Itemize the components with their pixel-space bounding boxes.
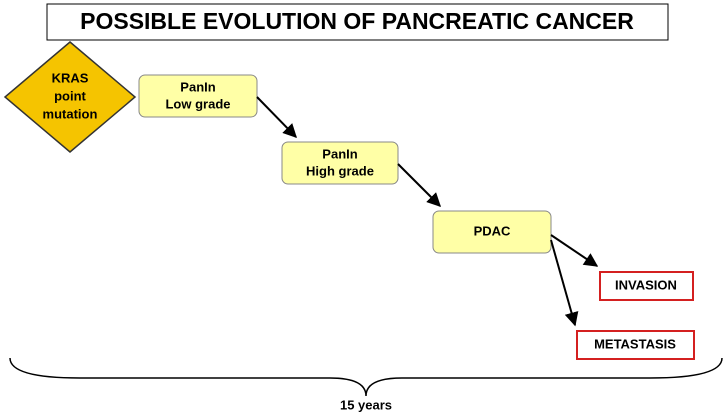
arrow xyxy=(397,163,441,207)
pdac-box xyxy=(432,210,552,254)
node-text: INVASION xyxy=(615,277,677,292)
node-text: PanIn xyxy=(180,79,215,94)
panin-low-box xyxy=(138,74,258,118)
node-text: PanIn xyxy=(322,146,357,161)
node-text: METASTASIS xyxy=(594,336,676,351)
arrow xyxy=(550,234,599,267)
panin-high-box xyxy=(281,141,399,185)
arrow xyxy=(256,96,297,139)
title-box xyxy=(46,3,669,41)
node-text: High grade xyxy=(306,163,374,178)
node-text: Low grade xyxy=(165,96,230,111)
timeline-brace xyxy=(9,357,723,397)
kras-diamond xyxy=(3,41,137,153)
invasion-box xyxy=(599,271,694,301)
node-text: mutation xyxy=(43,106,98,121)
arrow xyxy=(550,239,579,327)
node-text: PDAC xyxy=(474,223,511,238)
timeline-label: 15 years xyxy=(340,397,392,412)
title: POSSIBLE EVOLUTION OF PANCREATIC CANCER xyxy=(80,8,634,34)
metastasis-box xyxy=(576,330,695,360)
node-text: KRAS xyxy=(52,70,89,85)
node-text: point xyxy=(54,88,86,103)
